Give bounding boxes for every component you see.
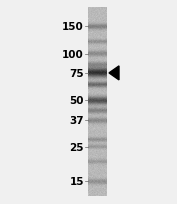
Text: 100: 100 (62, 49, 84, 59)
Text: 37: 37 (69, 116, 84, 126)
Text: 15: 15 (70, 176, 84, 186)
Polygon shape (109, 67, 119, 81)
Text: 25: 25 (70, 142, 84, 152)
Text: 150: 150 (62, 22, 84, 32)
Text: 50: 50 (70, 96, 84, 106)
Text: 75: 75 (69, 69, 84, 79)
